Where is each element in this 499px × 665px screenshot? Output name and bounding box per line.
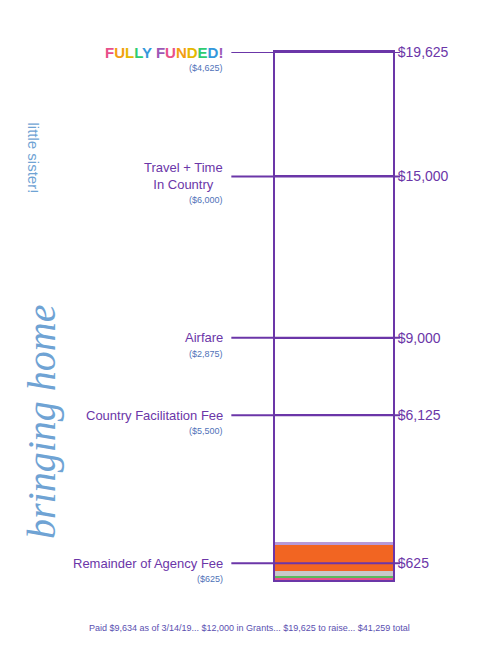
svg-text:Airfare: Airfare: [185, 330, 223, 345]
svg-text:Travel + TimeIn Country: Travel + TimeIn Country: [144, 160, 223, 192]
svg-text:Paid $9,634 as of 3/14/19... $: Paid $9,634 as of 3/14/19... $12,000 in …: [89, 623, 410, 633]
svg-text:Country Facilitation Fee: Country Facilitation Fee: [86, 408, 223, 423]
svg-text:($6,000): ($6,000): [189, 195, 223, 205]
svg-text:($4,625): ($4,625): [189, 63, 223, 73]
svg-text:$15,000: $15,000: [398, 168, 449, 184]
svg-text:bringing home: bringing home: [19, 305, 64, 539]
svg-text:Remainder of Agency Fee: Remainder of Agency Fee: [73, 556, 223, 571]
svg-text:($2,875): ($2,875): [189, 349, 223, 359]
svg-text:FULLY FUNDED!: FULLY FUNDED!: [105, 44, 223, 61]
svg-text:$9,000: $9,000: [398, 330, 441, 346]
svg-text:$6,125: $6,125: [398, 407, 441, 423]
svg-text:little sister!: little sister!: [25, 123, 42, 194]
svg-text:($625): ($625): [197, 574, 223, 584]
svg-text:($5,500): ($5,500): [189, 426, 223, 436]
svg-text:$19,625: $19,625: [398, 44, 449, 60]
svg-text:$625: $625: [398, 555, 429, 571]
